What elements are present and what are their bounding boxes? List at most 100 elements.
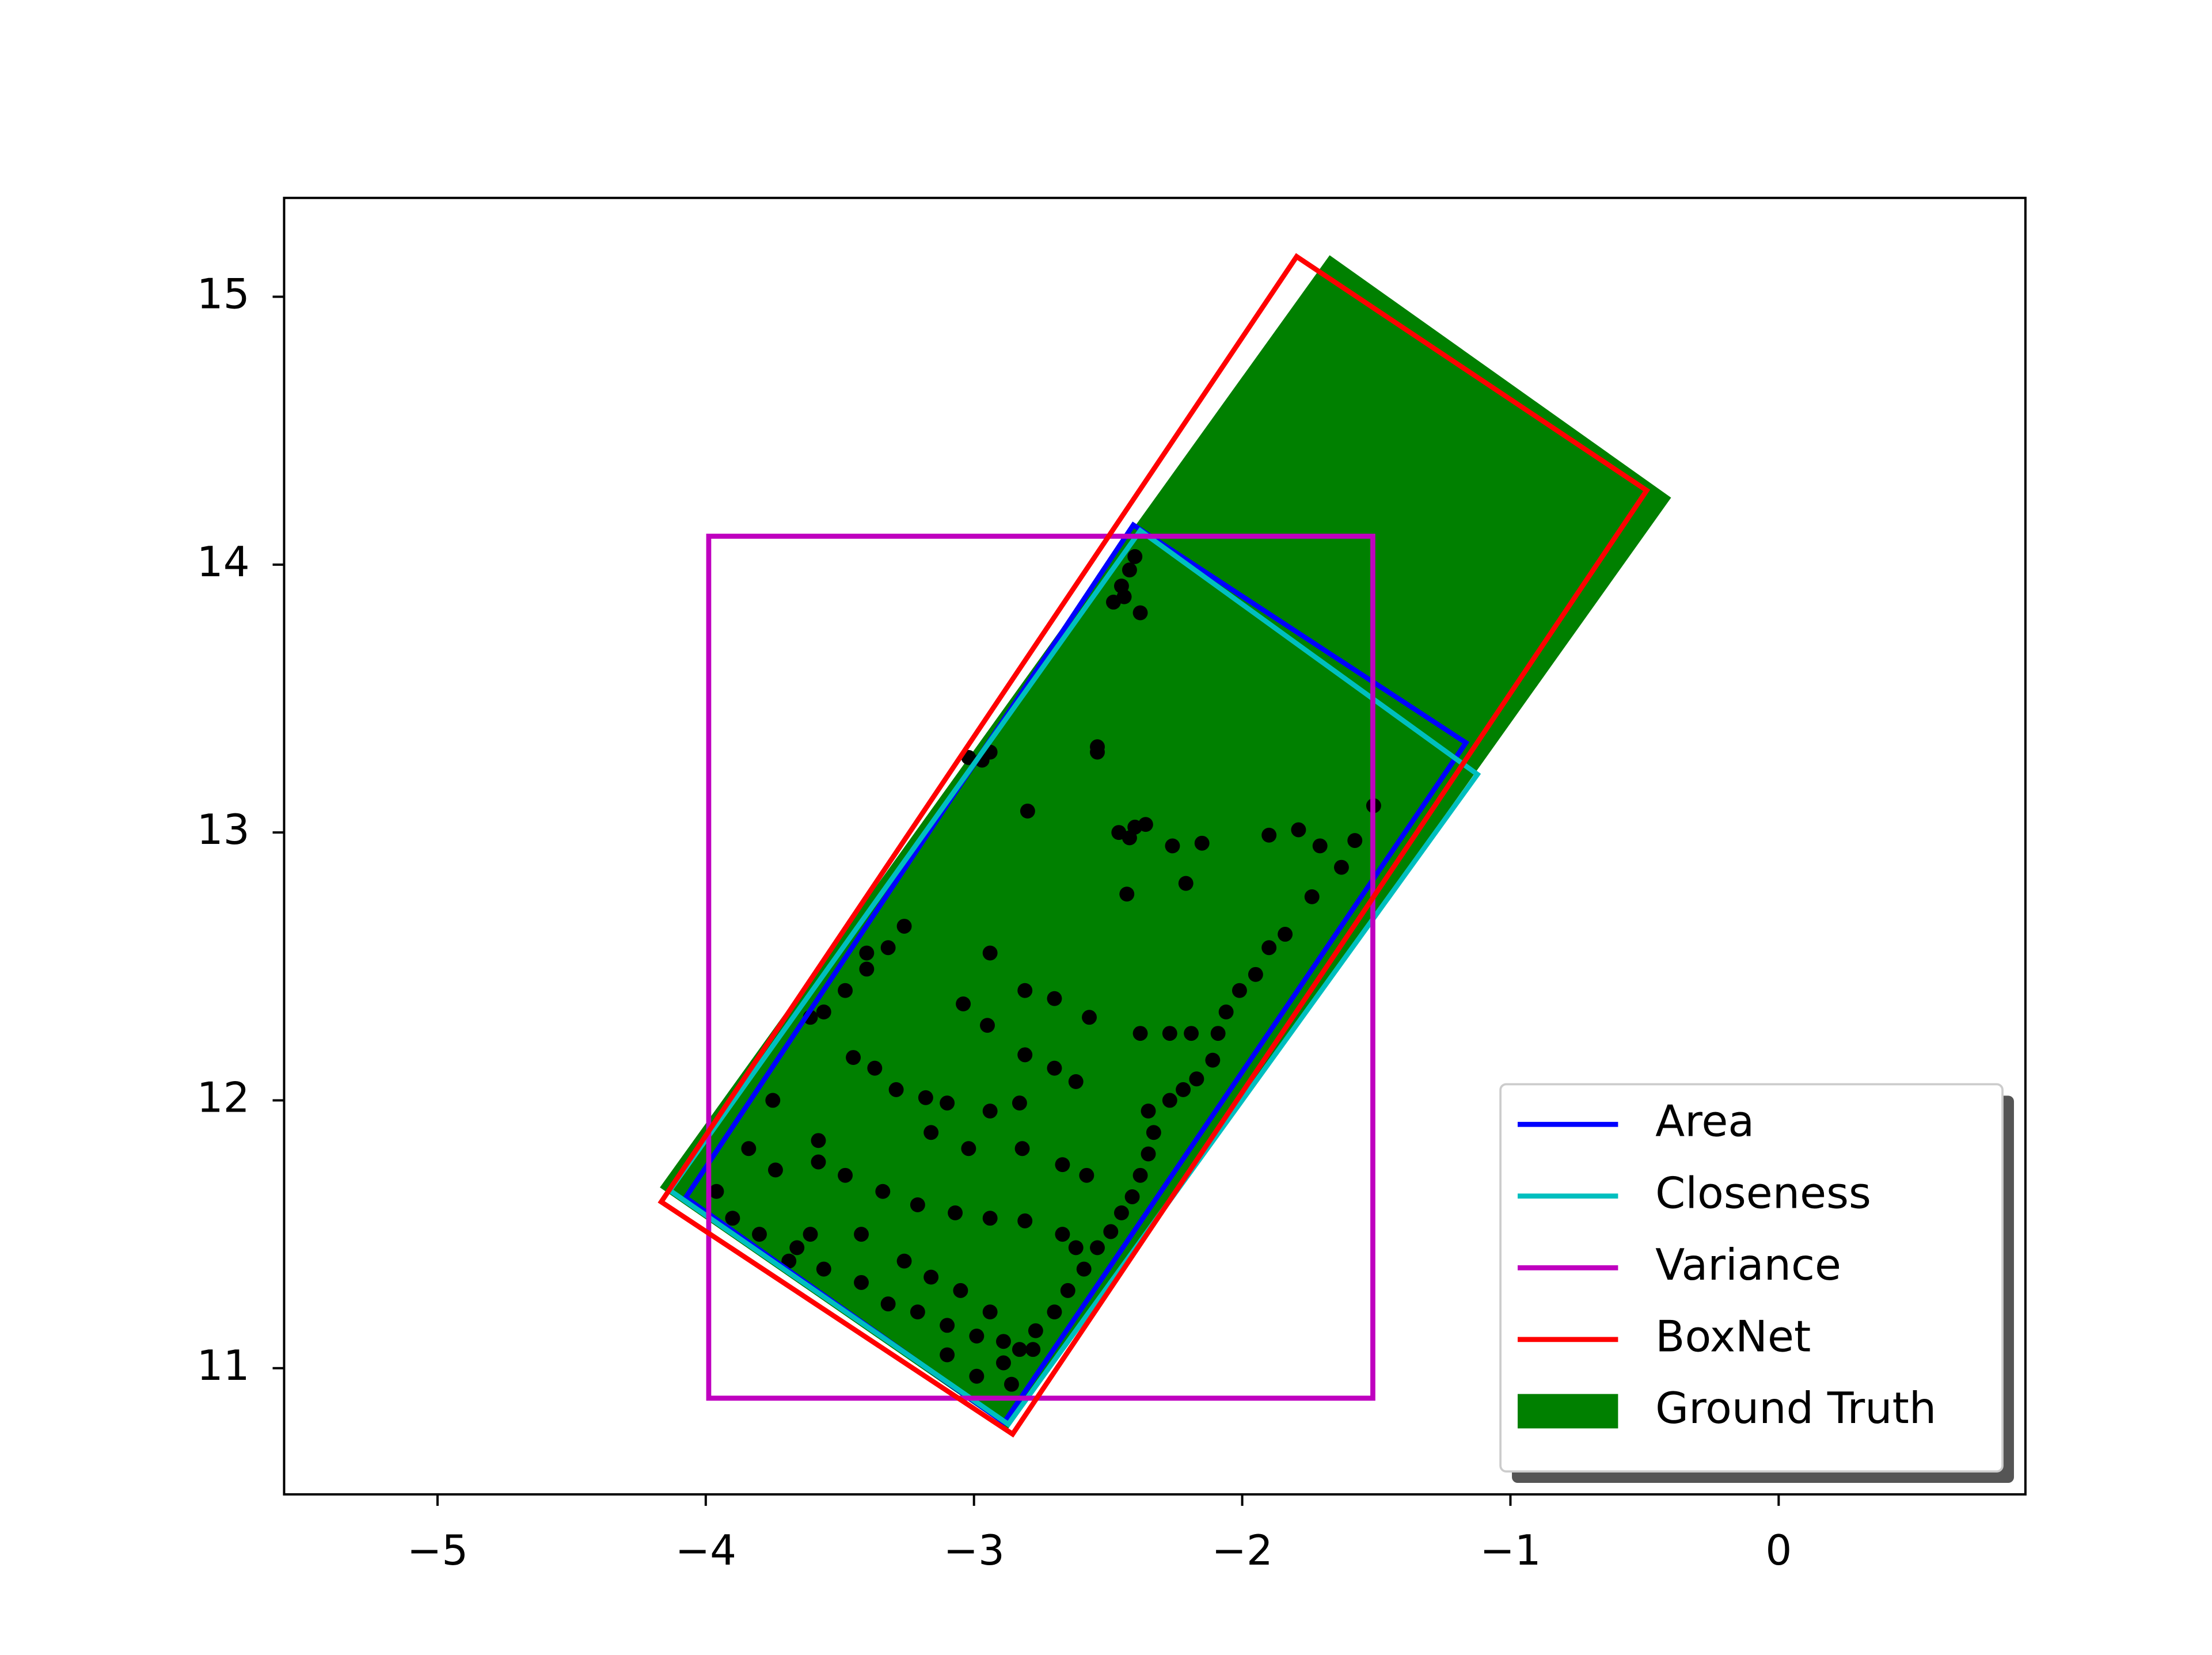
- data-point: [1103, 1224, 1119, 1239]
- data-point: [880, 940, 896, 956]
- data-point: [1304, 889, 1320, 904]
- legend: Area Closeness Variance BoxNet Ground Truth: [1499, 1083, 2015, 1483]
- data-point: [854, 1274, 869, 1290]
- data-point: [969, 1368, 985, 1384]
- data-point: [765, 1093, 781, 1108]
- data-point: [1047, 1060, 1062, 1076]
- data-point: [1012, 1342, 1027, 1357]
- data-point: [1079, 1167, 1094, 1183]
- data-point: [969, 1329, 985, 1344]
- data-point: [1122, 562, 1137, 578]
- data-point: [846, 1050, 861, 1065]
- data-point: [859, 945, 875, 961]
- legend-label: Variance: [1655, 1240, 1841, 1290]
- data-point: [1141, 1146, 1156, 1162]
- x-tick-label: −2: [1211, 1527, 1272, 1575]
- data-point: [741, 1141, 757, 1156]
- data-point: [1127, 549, 1143, 564]
- y-tick-label: 12: [197, 1074, 250, 1122]
- data-point: [948, 1205, 963, 1220]
- data-point: [1205, 1052, 1221, 1068]
- data-point: [1055, 1227, 1070, 1242]
- data-point: [1014, 1141, 1030, 1156]
- data-point: [1138, 817, 1153, 832]
- data-point: [1218, 1004, 1234, 1019]
- data-point: [1189, 1071, 1204, 1087]
- ticks: −5 −4 −3 −2 −1 0 11 12 13 14 15: [197, 271, 1792, 1576]
- data-point: [940, 1095, 955, 1111]
- legend-label: BoxNet: [1655, 1311, 1811, 1361]
- box-outline: [657, 253, 1651, 1438]
- box-outline: [706, 534, 1375, 1401]
- data-point: [1124, 1189, 1140, 1204]
- data-point: [854, 1227, 869, 1242]
- data-point: [1090, 744, 1105, 760]
- data-point: [1146, 1125, 1161, 1140]
- data-point: [709, 1184, 724, 1199]
- data-point: [1232, 983, 1247, 998]
- data-point: [982, 1104, 998, 1119]
- y-tick-label: 15: [197, 271, 250, 319]
- data-point: [1184, 1026, 1199, 1041]
- data-point: [1132, 605, 1148, 621]
- data-point: [1017, 983, 1033, 998]
- data-point: [961, 1141, 976, 1156]
- data-point: [1068, 1240, 1084, 1255]
- y-tick-label: 13: [197, 806, 250, 854]
- data-point: [767, 1162, 783, 1178]
- data-point: [1178, 876, 1194, 891]
- data-point: [1082, 1010, 1097, 1025]
- data-point: [1055, 1157, 1070, 1173]
- data-point: [956, 996, 971, 1011]
- data-point: [838, 983, 853, 998]
- data-point: [875, 1184, 891, 1199]
- data-point: [1047, 991, 1062, 1006]
- data-point: [803, 1227, 818, 1242]
- data-point: [752, 1227, 767, 1242]
- data-point: [896, 919, 912, 934]
- data-point: [995, 1334, 1011, 1349]
- data-point: [1176, 1082, 1191, 1097]
- data-point: [995, 1355, 1011, 1371]
- legend-label: Closeness: [1655, 1168, 1871, 1218]
- data-point: [811, 1154, 826, 1170]
- data-point: [1132, 1167, 1148, 1183]
- ground-truth-region: [660, 255, 1671, 1429]
- x-tick-label: −5: [407, 1527, 468, 1575]
- data-point: [789, 1240, 805, 1255]
- data-point: [811, 1133, 826, 1148]
- data-point: [816, 1004, 831, 1019]
- data-point: [880, 1296, 896, 1312]
- box-outline: [666, 527, 1481, 1428]
- legend-label: Area: [1655, 1097, 1754, 1147]
- data-point: [1261, 940, 1277, 956]
- data-point: [982, 1211, 998, 1226]
- data-point: [1116, 589, 1132, 604]
- data-point: [1162, 1093, 1177, 1108]
- data-point: [1025, 1342, 1041, 1357]
- data-point: [1141, 1104, 1156, 1119]
- x-tick-label: −4: [675, 1527, 736, 1575]
- data-point: [1028, 1323, 1043, 1338]
- data-point: [1017, 1213, 1033, 1228]
- data-point: [896, 1253, 912, 1269]
- data-point: [940, 1347, 955, 1363]
- data-point: [725, 1211, 740, 1226]
- y-tick-label: 11: [197, 1342, 250, 1390]
- data-point: [1090, 1240, 1105, 1255]
- data-point: [1194, 835, 1210, 851]
- data-point: [923, 1125, 939, 1140]
- x-tick-label: −1: [1480, 1527, 1541, 1575]
- data-point: [940, 1318, 955, 1333]
- y-tick-label: 14: [197, 538, 250, 587]
- data-point: [1347, 833, 1363, 849]
- data-point: [1119, 887, 1135, 902]
- data-point: [888, 1082, 904, 1097]
- plot-area: [657, 253, 1671, 1438]
- data-point: [1017, 1047, 1033, 1063]
- data-point: [781, 1253, 797, 1269]
- x-tick-label: −3: [943, 1527, 1004, 1575]
- data-point: [1122, 830, 1137, 846]
- data-point: [980, 1018, 995, 1033]
